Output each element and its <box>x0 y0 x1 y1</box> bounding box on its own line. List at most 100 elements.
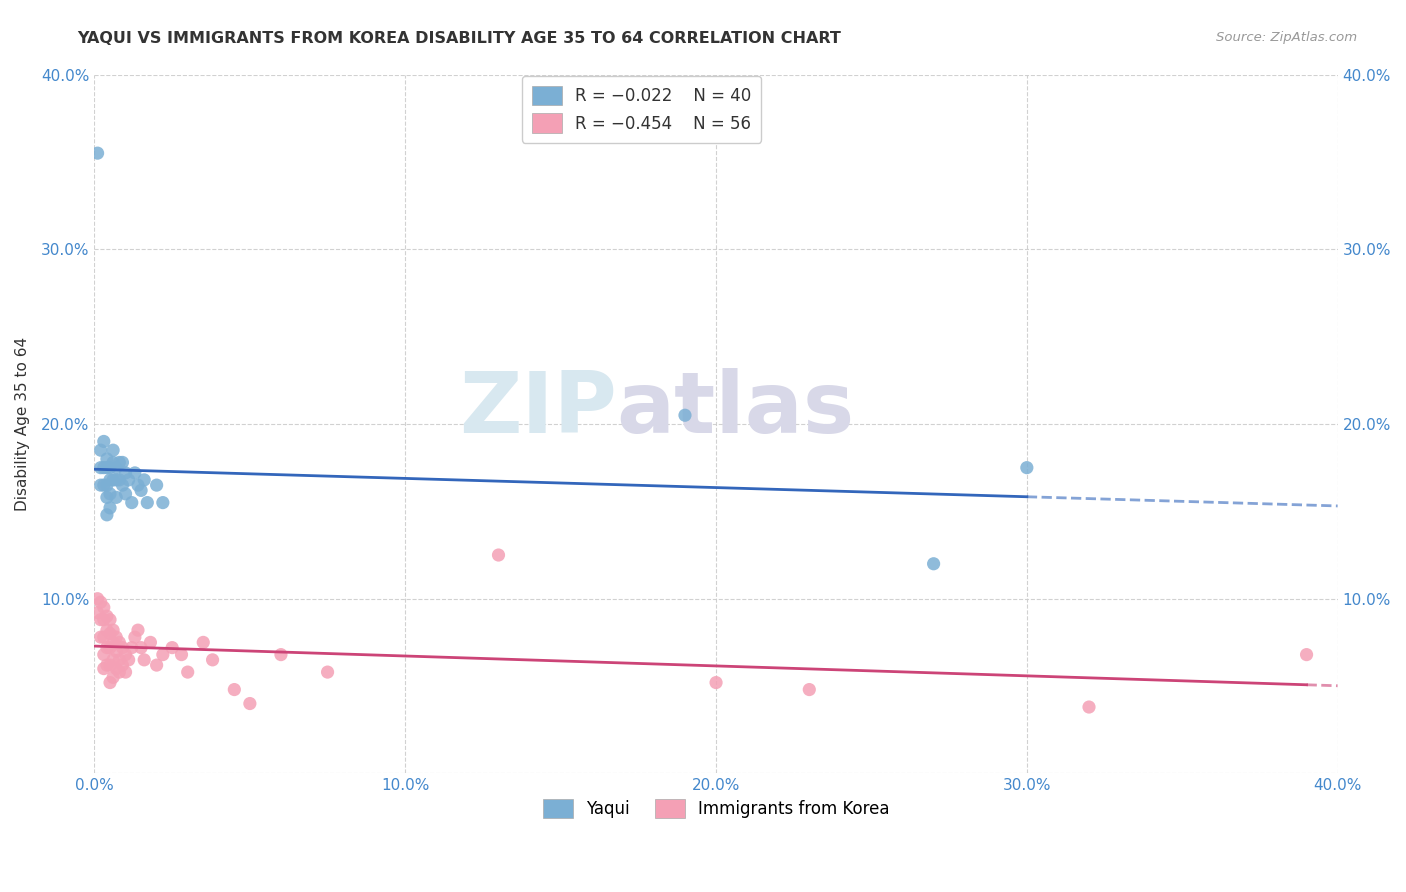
Y-axis label: Disability Age 35 to 64: Disability Age 35 to 64 <box>15 337 30 511</box>
Text: atlas: atlas <box>617 368 855 451</box>
Point <box>98 640 121 655</box>
Point <box>704 675 727 690</box>
Point <box>101 623 124 637</box>
Point <box>1078 700 1101 714</box>
Point <box>101 473 124 487</box>
Point <box>129 640 152 655</box>
Point <box>90 630 112 644</box>
Text: ZIP: ZIP <box>458 368 617 451</box>
Point <box>673 409 696 423</box>
Legend: Yaqui, Immigrants from Korea: Yaqui, Immigrants from Korea <box>536 792 896 824</box>
Point <box>101 455 124 469</box>
Point <box>96 491 118 505</box>
Point <box>316 665 339 679</box>
Point <box>98 500 121 515</box>
Point <box>108 473 131 487</box>
Point <box>111 478 134 492</box>
Point <box>111 658 134 673</box>
Point <box>201 653 224 667</box>
Point <box>121 495 143 509</box>
Point <box>101 670 124 684</box>
Point <box>127 478 149 492</box>
Point <box>134 473 156 487</box>
Point <box>98 675 121 690</box>
Point <box>90 460 112 475</box>
Point <box>90 443 112 458</box>
Point <box>108 635 131 649</box>
Point <box>1295 648 1317 662</box>
Point <box>124 630 146 644</box>
Point <box>108 455 131 469</box>
Point <box>114 648 136 662</box>
Point <box>98 626 121 640</box>
Point <box>799 682 821 697</box>
Point <box>98 487 121 501</box>
Point <box>96 460 118 475</box>
Point <box>105 630 128 644</box>
Point <box>139 635 162 649</box>
Point <box>98 460 121 475</box>
Point <box>124 466 146 480</box>
Point <box>86 606 108 620</box>
Point <box>105 473 128 487</box>
Point <box>114 665 136 679</box>
Point <box>488 548 510 562</box>
Point <box>90 613 112 627</box>
Point <box>134 653 156 667</box>
Point <box>90 478 112 492</box>
Text: YAQUI VS IMMIGRANTS FROM KOREA DISABILITY AGE 35 TO 64 CORRELATION CHART: YAQUI VS IMMIGRANTS FROM KOREA DISABILIT… <box>77 31 841 46</box>
Point <box>98 613 121 627</box>
Point <box>93 600 115 615</box>
Point <box>118 653 141 667</box>
Point <box>93 630 115 644</box>
Point <box>96 609 118 624</box>
Point <box>105 460 128 475</box>
Point <box>177 665 200 679</box>
Point <box>114 487 136 501</box>
Point <box>93 460 115 475</box>
Point <box>121 640 143 655</box>
Point <box>111 455 134 469</box>
Point <box>111 640 134 655</box>
Point <box>98 473 121 487</box>
Point <box>96 451 118 466</box>
Point <box>96 623 118 637</box>
Point <box>152 495 174 509</box>
Point <box>118 473 141 487</box>
Point <box>101 653 124 667</box>
Point <box>101 635 124 649</box>
Point <box>96 508 118 522</box>
Point <box>136 495 159 509</box>
Point <box>152 648 174 662</box>
Point <box>170 648 193 662</box>
Point <box>101 443 124 458</box>
Point <box>98 658 121 673</box>
Point <box>93 662 115 676</box>
Point <box>145 658 167 673</box>
Point <box>129 483 152 498</box>
Point <box>93 478 115 492</box>
Point <box>93 648 115 662</box>
Point <box>105 644 128 658</box>
Point <box>193 635 215 649</box>
Point <box>108 653 131 667</box>
Point <box>105 491 128 505</box>
Point <box>145 478 167 492</box>
Point <box>108 665 131 679</box>
Point <box>90 595 112 609</box>
Point <box>86 146 108 161</box>
Point <box>1015 460 1038 475</box>
Point <box>239 697 262 711</box>
Point <box>93 613 115 627</box>
Point <box>86 591 108 606</box>
Point <box>224 682 246 697</box>
Text: Source: ZipAtlas.com: Source: ZipAtlas.com <box>1216 31 1357 45</box>
Point <box>270 648 292 662</box>
Point <box>96 658 118 673</box>
Point <box>105 662 128 676</box>
Point <box>127 623 149 637</box>
Point <box>922 557 945 571</box>
Point <box>96 478 118 492</box>
Point <box>93 434 115 449</box>
Point <box>160 640 183 655</box>
